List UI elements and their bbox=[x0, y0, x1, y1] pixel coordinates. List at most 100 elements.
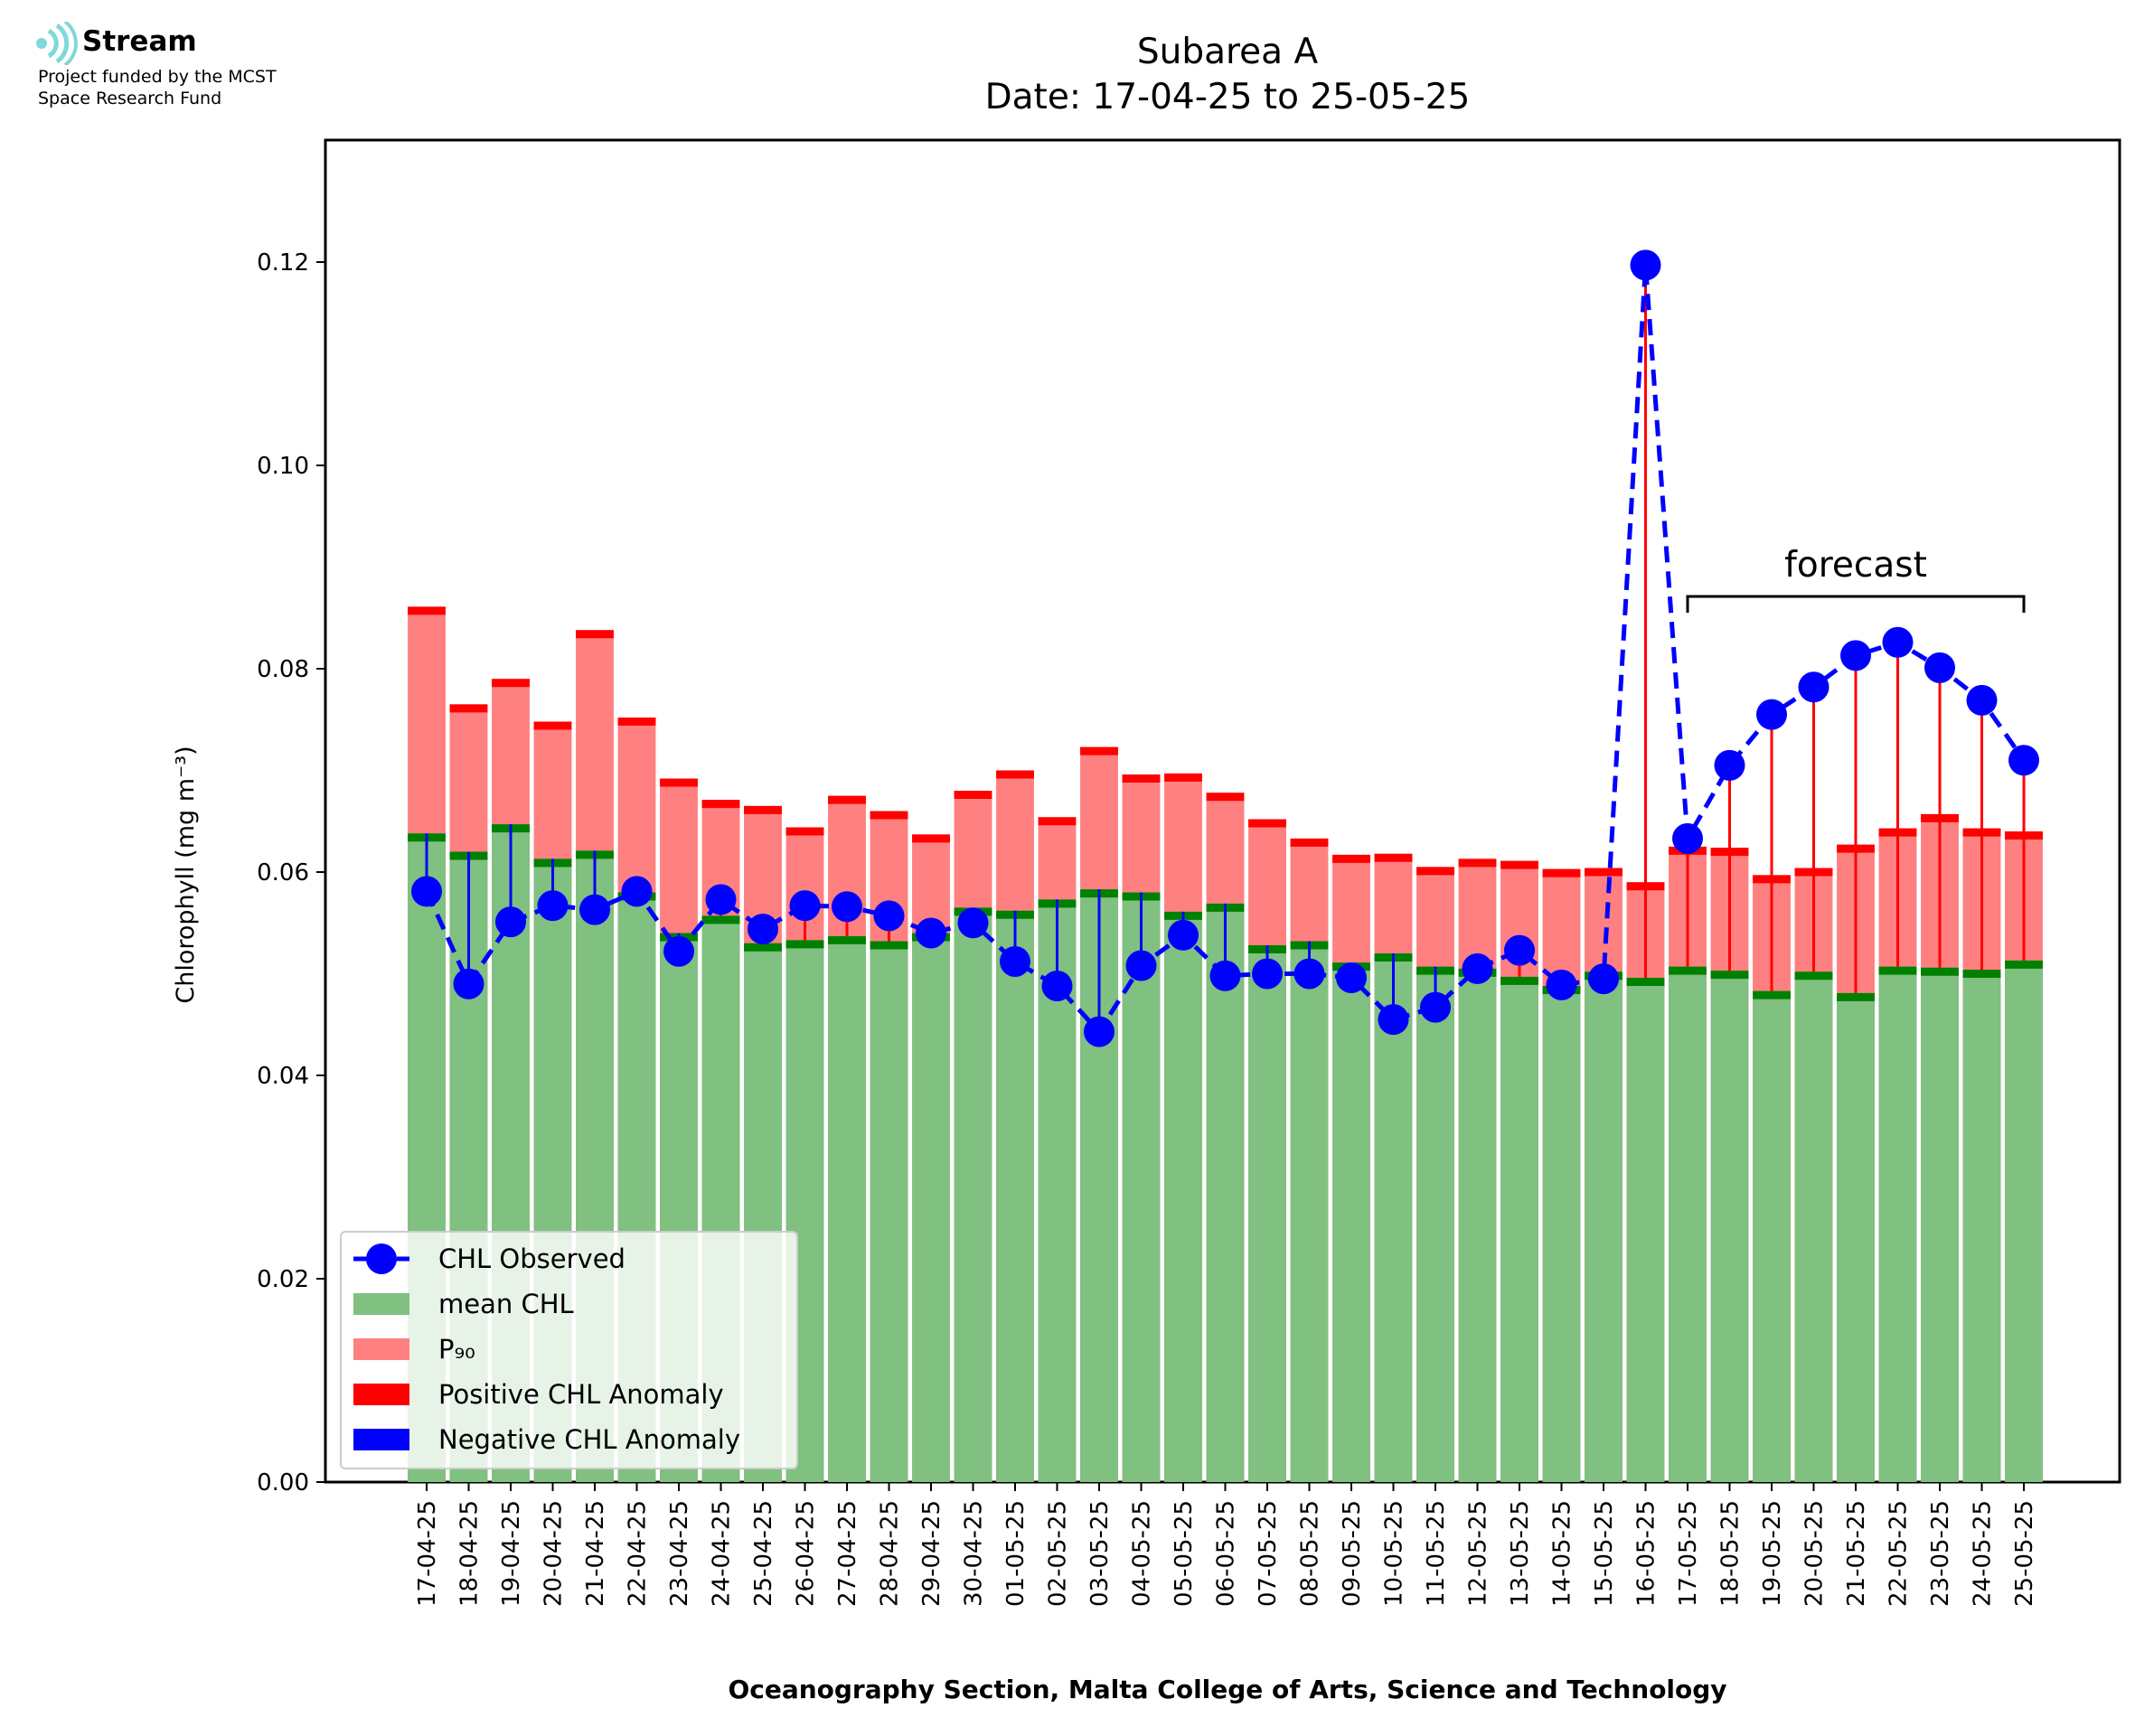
stream-waves-icon bbox=[36, 20, 78, 67]
mean-chl-cap bbox=[744, 943, 782, 952]
y-tick-label: 0.02 bbox=[257, 1266, 309, 1293]
mean-chl-bar bbox=[1500, 976, 1538, 1482]
x-tick-label: 26-04-25 bbox=[793, 1500, 820, 1607]
logo: Stream Project funded by the MCST Space … bbox=[34, 20, 277, 108]
legend-swatch bbox=[353, 1384, 409, 1405]
chl-observed-point bbox=[621, 876, 653, 907]
legend-label: Positive CHL Anomaly bbox=[438, 1379, 724, 1410]
plot-area: 0.00 0.02 0.04 0.06 0.08 0.10 0.12 17-04-25 18-0… bbox=[257, 138, 2121, 1607]
chl-observed-point bbox=[1840, 640, 1871, 671]
x-tick-label: 08-05-25 bbox=[1297, 1500, 1324, 1607]
p90-cap bbox=[1585, 868, 1623, 877]
x-tick-label: 01-05-25 bbox=[1002, 1500, 1030, 1607]
x-tick-label: 21-05-25 bbox=[1843, 1500, 1870, 1607]
chl-observed-point bbox=[1756, 699, 1787, 730]
chl-observed-point bbox=[1588, 963, 1619, 995]
p90-cap bbox=[996, 770, 1034, 779]
mean-chl-bar bbox=[1669, 966, 1707, 1482]
x-tick-label: 12-05-25 bbox=[1465, 1500, 1492, 1607]
mean-chl-cap bbox=[1878, 966, 1917, 975]
mean-chl-cap bbox=[1500, 976, 1538, 985]
x-tick-label: 29-04-25 bbox=[918, 1500, 945, 1607]
chl-observed-point bbox=[1672, 822, 1703, 854]
p90-cap bbox=[1206, 793, 1245, 802]
chl-observed-point bbox=[1168, 919, 1199, 951]
chl-observed-point bbox=[1546, 969, 1577, 1000]
chl-observed-point bbox=[1378, 1004, 1409, 1036]
y-tick-label: 0.06 bbox=[257, 859, 309, 887]
mean-chl-bar bbox=[1206, 903, 1245, 1482]
x-tick-label: 21-04-25 bbox=[582, 1500, 609, 1607]
mean-chl-bar bbox=[1585, 971, 1623, 1482]
mean-chl-bar bbox=[954, 907, 992, 1482]
chl-observed-point bbox=[832, 891, 862, 923]
mean-chl-cap bbox=[2005, 960, 2043, 969]
chl-observed-point bbox=[1000, 946, 1030, 977]
x-tick-label: 07-05-25 bbox=[1255, 1500, 1282, 1607]
mean-chl-bar bbox=[2005, 960, 2043, 1482]
p90-cap bbox=[701, 800, 740, 809]
legend-label: CHL Observed bbox=[438, 1243, 626, 1274]
chl-observed-point bbox=[663, 935, 694, 967]
forecast-bracket bbox=[1686, 595, 2026, 613]
chl-observed-point bbox=[1252, 958, 1283, 990]
legend-marker-handle bbox=[366, 1243, 397, 1274]
chl-observed-point bbox=[1798, 671, 1829, 703]
legend-swatch bbox=[353, 1338, 409, 1360]
legend-swatch bbox=[353, 1429, 409, 1450]
x-tick-label: 19-04-25 bbox=[498, 1500, 525, 1607]
x-tick-label: 17-04-25 bbox=[414, 1500, 441, 1607]
mean-chl-bar bbox=[1332, 962, 1370, 1482]
p90-cap bbox=[1122, 774, 1161, 783]
p90-cap bbox=[954, 791, 992, 799]
x-tick-label: 28-04-25 bbox=[877, 1500, 904, 1607]
x-tick-label: 24-05-25 bbox=[1970, 1500, 1997, 1607]
mean-chl-bar bbox=[1962, 970, 2001, 1482]
y-tick-label: 0.08 bbox=[257, 656, 309, 683]
x-tick-label: 06-05-25 bbox=[1213, 1500, 1240, 1607]
p90-cap bbox=[449, 704, 488, 713]
p90-cap bbox=[870, 811, 908, 820]
mean-chl-bar bbox=[870, 941, 908, 1482]
chl-observed-point bbox=[1630, 249, 1661, 281]
p90-cap bbox=[533, 721, 572, 730]
mean-chl-cap bbox=[1753, 990, 1791, 999]
mean-chl-bar bbox=[1794, 971, 1833, 1482]
mean-chl-bar bbox=[1710, 971, 1749, 1482]
x-tick-label: 10-05-25 bbox=[1381, 1500, 1408, 1607]
p90-cap bbox=[1500, 860, 1538, 869]
p90-cap bbox=[912, 834, 950, 843]
chl-observed-point bbox=[1336, 962, 1367, 993]
p90-cap bbox=[1164, 773, 1202, 782]
x-tick-label: 25-05-25 bbox=[2011, 1500, 2038, 1607]
mean-chl-bar bbox=[1878, 966, 1917, 1482]
chl-observed-point bbox=[705, 884, 737, 915]
mean-chl-cap bbox=[1921, 967, 1959, 976]
y-axis-label: Chlorophyll (mg m⁻³) bbox=[172, 746, 200, 1003]
mean-chl-cap bbox=[701, 915, 740, 924]
p90-cap bbox=[660, 778, 698, 787]
x-tick-label: 19-05-25 bbox=[1759, 1500, 1786, 1607]
legend-label: Negative CHL Anomaly bbox=[438, 1424, 740, 1455]
chl-observed-point bbox=[1209, 960, 1241, 991]
logo-funding-line-1: Project funded by the MCST bbox=[38, 67, 277, 87]
y-tick-label: 0.00 bbox=[257, 1469, 309, 1497]
x-tick-label: 24-04-25 bbox=[709, 1500, 736, 1607]
p90-cap bbox=[1374, 853, 1413, 862]
logo-funding-line-2: Space Research Fund bbox=[38, 89, 222, 108]
mean-chl-bar bbox=[1921, 967, 1959, 1482]
forecast-annotation: forecast bbox=[1784, 545, 1927, 586]
mean-chl-cap bbox=[1962, 970, 2001, 978]
p90-cap bbox=[785, 827, 824, 836]
mean-chl-bar bbox=[1290, 941, 1329, 1482]
mean-chl-bar bbox=[1542, 986, 1581, 1482]
chl-observed-point bbox=[537, 890, 569, 922]
mean-chl-bar bbox=[1416, 966, 1454, 1482]
p90-cap bbox=[1290, 838, 1329, 847]
chl-observed-point bbox=[873, 900, 905, 932]
p90-cap bbox=[408, 606, 446, 615]
mean-chl-bar bbox=[1248, 945, 1286, 1482]
p90-cap bbox=[1332, 854, 1370, 863]
p90-cap bbox=[1416, 867, 1454, 876]
mean-chl-bar bbox=[1374, 953, 1413, 1482]
